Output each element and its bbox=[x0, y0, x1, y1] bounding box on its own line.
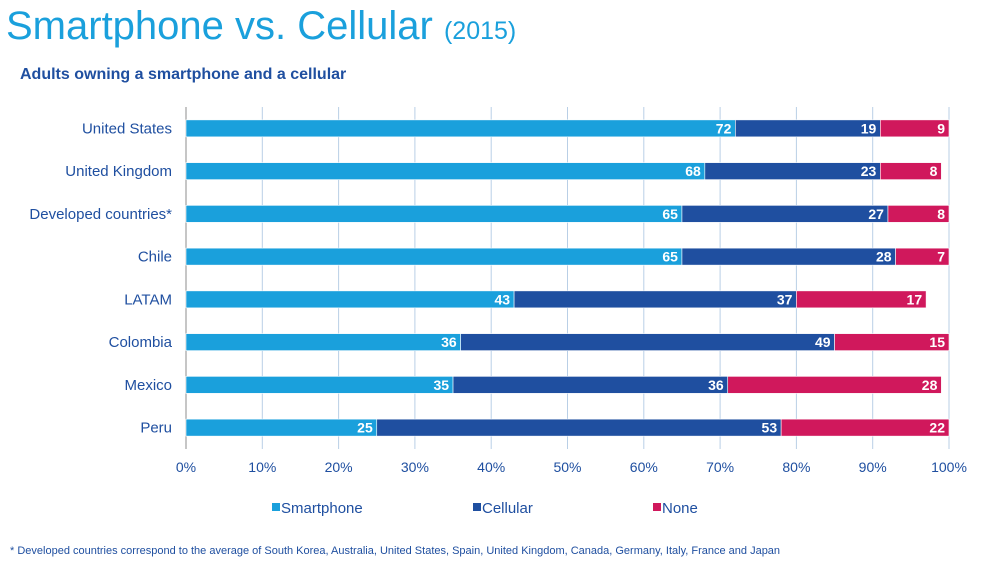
category-label: United Kingdom bbox=[65, 163, 172, 180]
category-label: Mexico bbox=[124, 377, 172, 394]
bar-segment bbox=[880, 119, 950, 138]
legend-label: Cellular bbox=[482, 500, 533, 517]
chart-subtitle: Adults owning a smartphone and a cellula… bbox=[20, 66, 347, 83]
data-label: 65 bbox=[662, 206, 678, 222]
legend-swatch bbox=[653, 503, 661, 511]
bar-segment bbox=[185, 205, 683, 223]
data-label: 36 bbox=[708, 377, 724, 393]
bar-segment bbox=[681, 247, 896, 266]
bar-segment bbox=[735, 119, 881, 138]
bar-segment bbox=[880, 162, 942, 180]
data-label: 8 bbox=[937, 206, 945, 222]
data-label: 72 bbox=[716, 120, 732, 136]
data-label: 65 bbox=[662, 249, 678, 265]
data-label: 37 bbox=[777, 291, 793, 307]
x-tick-label: 30% bbox=[401, 459, 429, 475]
data-label: 68 bbox=[685, 163, 701, 179]
bar-segment bbox=[185, 290, 515, 309]
legend-label: None bbox=[662, 500, 698, 517]
bar-segment bbox=[185, 418, 378, 437]
data-label: 36 bbox=[441, 334, 457, 350]
x-tick-label: 20% bbox=[325, 459, 353, 475]
bar-segment bbox=[185, 247, 683, 266]
bar-segment bbox=[681, 205, 889, 223]
bar-segment bbox=[780, 418, 950, 437]
category-label: LATAM bbox=[124, 291, 172, 308]
title-text: Smartphone vs. Cellular bbox=[6, 4, 433, 48]
stacked-bar-chart: 0% 10% 20% 30% 40% 50% 60% 70% 80% 90% 100% United … bbox=[29, 107, 967, 517]
page-title: Smartphone vs. Cellular (2015) bbox=[6, 2, 516, 55]
category-label: Peru bbox=[140, 420, 172, 437]
category-label: Developed countries* bbox=[29, 206, 172, 223]
data-label: 19 bbox=[861, 120, 877, 136]
bar-segment bbox=[460, 333, 835, 351]
bar-segment bbox=[185, 376, 454, 394]
legend-swatch bbox=[272, 503, 280, 511]
bar-segment bbox=[185, 119, 736, 138]
data-label: 53 bbox=[762, 420, 778, 436]
data-label: 43 bbox=[495, 291, 511, 307]
x-tick-label: 100% bbox=[931, 459, 967, 475]
x-tick-label: 90% bbox=[859, 459, 887, 475]
x-tick-label: 60% bbox=[630, 459, 658, 475]
bar-segment bbox=[376, 418, 782, 437]
bar-segment bbox=[185, 162, 706, 180]
bar-segment bbox=[185, 333, 461, 351]
category-label: United States bbox=[82, 120, 172, 137]
data-label: 15 bbox=[929, 334, 945, 350]
data-label: 8 bbox=[930, 163, 938, 179]
x-tick-label: 10% bbox=[248, 459, 276, 475]
data-label: 28 bbox=[922, 377, 938, 393]
bar-segment bbox=[727, 376, 942, 394]
bar-segment bbox=[704, 162, 881, 180]
legend-swatch bbox=[473, 503, 481, 511]
category-label: Colombia bbox=[109, 334, 173, 351]
x-tick-label: 50% bbox=[553, 459, 581, 475]
x-tick-label: 0% bbox=[176, 459, 196, 475]
footnote: * Developed countries correspond to the … bbox=[10, 545, 781, 557]
data-label: 17 bbox=[907, 291, 923, 307]
legend-label: Smartphone bbox=[281, 500, 363, 517]
data-label: 35 bbox=[433, 377, 449, 393]
bar-segment bbox=[513, 290, 797, 309]
data-label: 28 bbox=[876, 249, 892, 265]
bar-segment bbox=[887, 205, 950, 223]
bar-segment bbox=[796, 290, 927, 309]
x-tick-label: 70% bbox=[706, 459, 734, 475]
data-label: 27 bbox=[868, 206, 884, 222]
data-label: 23 bbox=[861, 163, 877, 179]
bar-segment bbox=[895, 247, 950, 266]
data-label: 25 bbox=[357, 420, 373, 436]
data-label: 9 bbox=[937, 120, 945, 136]
data-label: 49 bbox=[815, 334, 831, 350]
data-label: 7 bbox=[937, 249, 945, 265]
x-tick-label: 40% bbox=[477, 459, 505, 475]
title-year: (2015) bbox=[443, 17, 517, 45]
category-label: Chile bbox=[138, 249, 172, 266]
bar-segment bbox=[452, 376, 729, 394]
bar-segment bbox=[834, 333, 950, 351]
data-label: 22 bbox=[929, 420, 945, 436]
x-tick-label: 80% bbox=[782, 459, 810, 475]
